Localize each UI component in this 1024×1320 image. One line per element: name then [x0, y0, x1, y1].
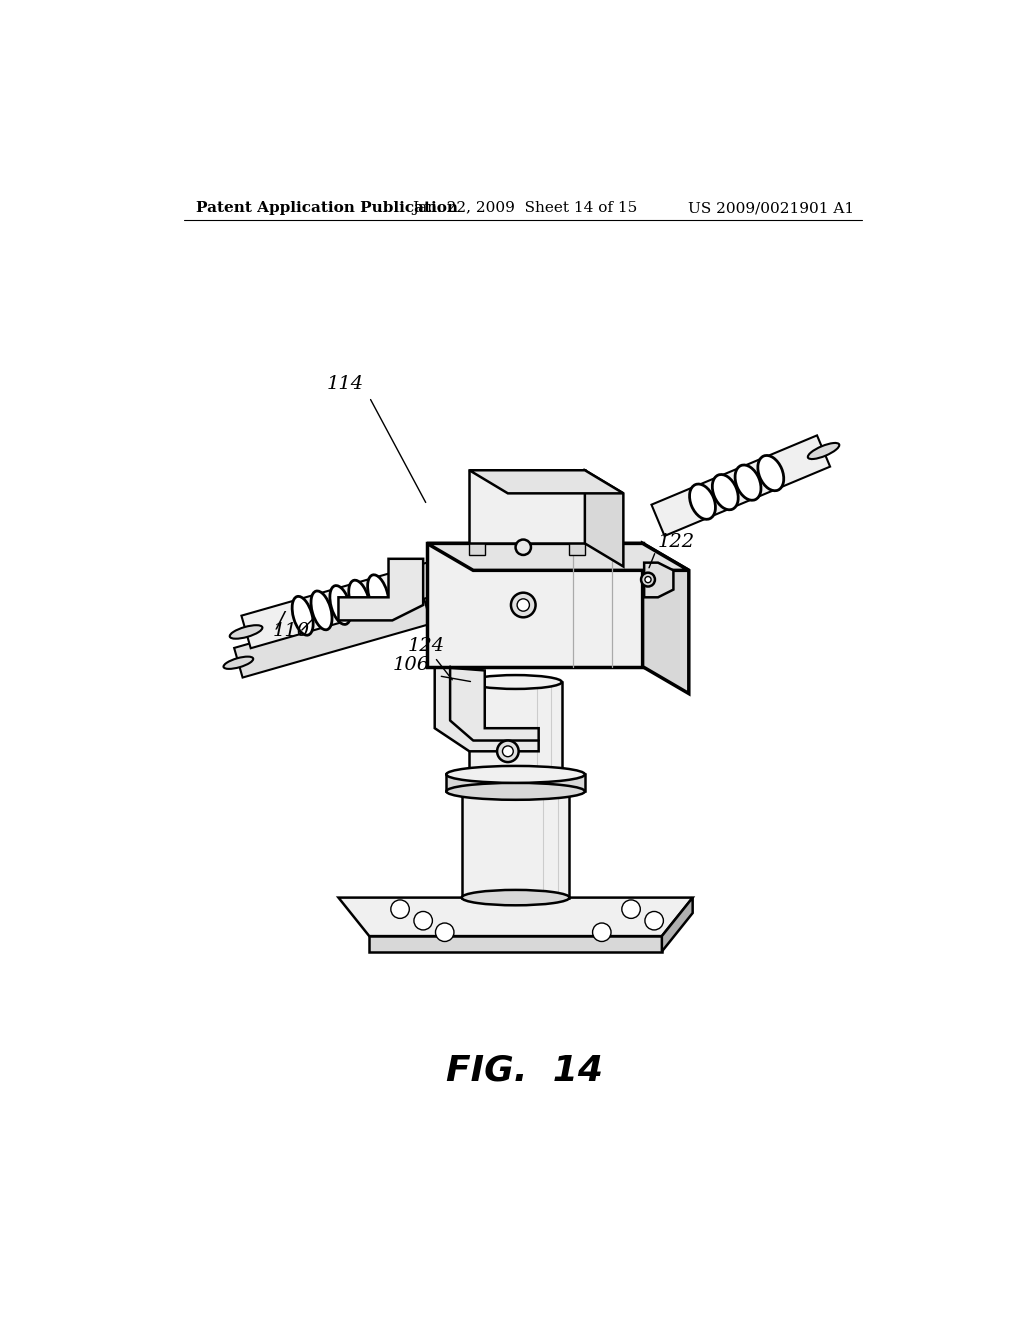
Polygon shape [651, 436, 830, 536]
Ellipse shape [689, 484, 716, 519]
Polygon shape [643, 544, 689, 693]
Polygon shape [469, 470, 624, 494]
Text: 114: 114 [327, 375, 365, 393]
Text: 106: 106 [392, 656, 429, 675]
Ellipse shape [330, 586, 351, 624]
Circle shape [641, 573, 655, 586]
Polygon shape [242, 562, 439, 648]
Ellipse shape [808, 444, 840, 459]
Polygon shape [469, 544, 484, 554]
Text: 124: 124 [408, 638, 444, 655]
Circle shape [503, 746, 513, 756]
Ellipse shape [446, 783, 585, 800]
Ellipse shape [462, 890, 569, 906]
Text: Jan. 22, 2009  Sheet 14 of 15: Jan. 22, 2009 Sheet 14 of 15 [413, 202, 637, 215]
Text: 122: 122 [658, 533, 695, 552]
Text: /: / [276, 610, 285, 631]
Circle shape [391, 900, 410, 919]
Circle shape [517, 599, 529, 611]
Polygon shape [469, 470, 585, 544]
Ellipse shape [462, 767, 569, 781]
Ellipse shape [223, 656, 253, 669]
Ellipse shape [349, 581, 370, 619]
Circle shape [414, 911, 432, 929]
Polygon shape [462, 775, 569, 898]
Circle shape [645, 577, 651, 582]
Ellipse shape [292, 597, 313, 635]
Circle shape [497, 741, 518, 762]
Polygon shape [339, 898, 692, 936]
Circle shape [593, 923, 611, 941]
Circle shape [511, 593, 536, 618]
Ellipse shape [446, 766, 585, 783]
Polygon shape [427, 544, 643, 667]
Ellipse shape [311, 591, 332, 630]
Polygon shape [569, 544, 585, 554]
Ellipse shape [758, 455, 783, 491]
Polygon shape [427, 544, 689, 570]
Polygon shape [339, 558, 423, 620]
Ellipse shape [469, 675, 562, 689]
Circle shape [435, 923, 454, 941]
Polygon shape [234, 594, 431, 677]
Ellipse shape [713, 474, 738, 510]
Text: FIG.  14: FIG. 14 [446, 1053, 603, 1088]
Polygon shape [370, 936, 662, 952]
Polygon shape [469, 682, 562, 775]
Ellipse shape [229, 626, 262, 639]
Polygon shape [662, 898, 692, 952]
Polygon shape [644, 562, 674, 598]
Polygon shape [446, 775, 585, 792]
Circle shape [515, 540, 531, 554]
Text: US 2009/0021901 A1: US 2009/0021901 A1 [688, 202, 854, 215]
Text: 110: 110 [273, 622, 310, 640]
Circle shape [622, 900, 640, 919]
Ellipse shape [368, 574, 389, 614]
Circle shape [645, 911, 664, 929]
Ellipse shape [735, 465, 761, 500]
Polygon shape [585, 470, 624, 566]
Text: Patent Application Publication: Patent Application Publication [196, 202, 458, 215]
Polygon shape [435, 667, 539, 751]
